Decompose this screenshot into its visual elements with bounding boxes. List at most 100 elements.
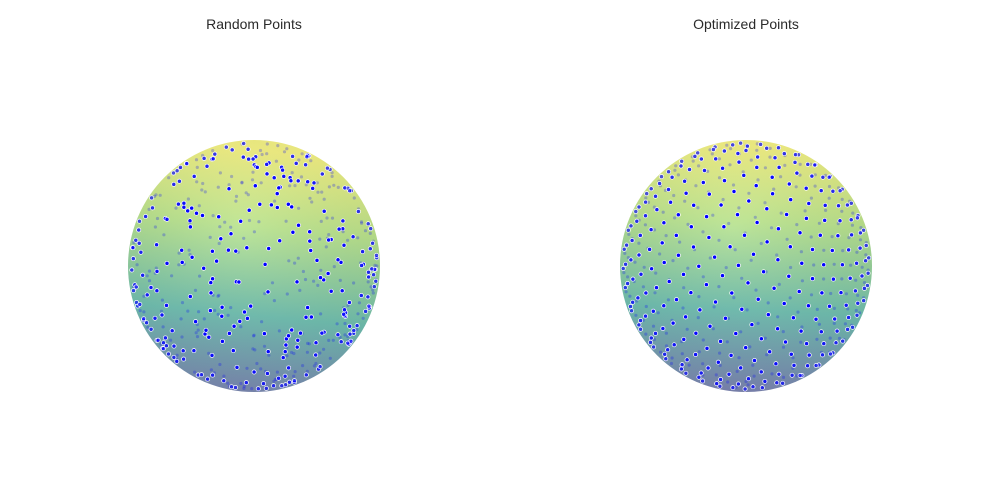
scatter-point: [181, 204, 187, 210]
scatter-point: [208, 235, 212, 239]
scatter-point: [217, 241, 221, 246]
scatter-point: [727, 244, 733, 250]
scatter-point: [654, 285, 659, 291]
scatter-point: [226, 330, 232, 336]
scatter-point: [758, 141, 764, 147]
scatter-point: [815, 307, 819, 311]
scatter-point: [360, 221, 364, 225]
scatter-point: [818, 329, 824, 335]
scatter-point: [236, 279, 242, 285]
scatter-point: [231, 323, 237, 329]
scatter-point: [822, 202, 828, 208]
scatter-point: [216, 185, 220, 189]
scatter-point: [822, 217, 828, 223]
scatter-point: [847, 236, 851, 240]
scatter-point: [649, 266, 655, 272]
scatter-point: [680, 352, 684, 356]
scatter-point: [251, 347, 255, 351]
scatter-point: [305, 369, 309, 373]
scatter-point: [201, 265, 207, 271]
scatter-point: [152, 315, 158, 321]
scatter-point: [701, 230, 705, 234]
scatter-point: [654, 271, 658, 275]
scatter-point: [837, 218, 843, 224]
scatter-point: [854, 215, 860, 221]
scatter-point: [712, 254, 718, 260]
scatter-point: [861, 227, 867, 233]
scatter-point: [800, 279, 805, 283]
scatter-point: [163, 343, 169, 349]
scatter-point: [710, 147, 716, 152]
scatter-point: [781, 330, 785, 334]
scatter-point: [293, 370, 297, 374]
scatter-point: [833, 340, 839, 346]
scatter-point: [806, 352, 812, 358]
scatter-point: [144, 292, 150, 298]
scatter-point: [749, 258, 753, 262]
scatter-point: [852, 288, 858, 294]
scatter-point: [836, 203, 841, 209]
scatter-point: [738, 365, 744, 371]
scatter-point: [162, 335, 168, 341]
scatter-point: [741, 170, 745, 174]
scatter-point: [713, 299, 718, 305]
scatter-point: [164, 302, 169, 308]
scatter-point: [795, 374, 799, 378]
scatter-point: [272, 379, 276, 383]
scatter-point: [644, 304, 648, 309]
scatter-point: [733, 248, 737, 252]
scatter-point: [222, 374, 226, 378]
scatter-point: [208, 280, 214, 286]
scatter-point: [660, 326, 666, 331]
scatter-point: [783, 339, 788, 345]
scatter-point: [765, 353, 769, 357]
scatter-point: [285, 147, 289, 151]
scatter-point: [203, 190, 207, 194]
scatter-point: [809, 173, 815, 179]
scatter-point: [303, 277, 308, 282]
scatter-point: [367, 246, 373, 252]
scatter-point: [293, 184, 297, 188]
scatter-point: [648, 227, 654, 233]
scatter-point: [708, 256, 712, 260]
scatter-point: [271, 175, 277, 181]
scatter-point: [357, 301, 361, 305]
scatter-point: [325, 216, 329, 220]
scatter-point: [832, 316, 838, 322]
scatter-point: [755, 154, 761, 160]
scatter-point: [821, 341, 827, 347]
scatter-point: [751, 363, 755, 367]
scatter-point: [634, 218, 640, 224]
scatter-point: [331, 338, 335, 342]
scatter-point: [263, 385, 269, 391]
scatter-point: [301, 269, 305, 274]
scatter-point: [795, 223, 799, 227]
scatter-point: [154, 193, 158, 197]
scatter-point: [693, 330, 699, 336]
scatter-point: [656, 311, 660, 315]
scatter-point: [846, 307, 850, 311]
scatter-point: [837, 188, 843, 194]
scatter-point: [184, 161, 190, 167]
scatter-point: [284, 219, 288, 223]
scatter-point: [765, 312, 771, 318]
scatter-point: [768, 155, 772, 159]
scatter-point: [319, 219, 323, 223]
scatter-point: [369, 266, 375, 272]
scatter-point: [651, 344, 657, 350]
scatter-point: [635, 295, 641, 301]
scatter-point: [636, 204, 642, 210]
scatter-point: [850, 223, 855, 227]
scatter-point: [277, 329, 281, 333]
scatter-point: [697, 307, 703, 313]
scatter-point: [298, 330, 303, 336]
scatter-point: [681, 336, 687, 342]
scatter-point: [779, 211, 783, 215]
scatter-point: [137, 218, 142, 224]
scatter-point: [290, 171, 294, 175]
scatter-point: [670, 320, 676, 326]
scatter-point: [318, 351, 322, 355]
scatter-point: [695, 150, 701, 156]
scatter-point: [185, 208, 191, 214]
scatter-point: [228, 231, 234, 237]
